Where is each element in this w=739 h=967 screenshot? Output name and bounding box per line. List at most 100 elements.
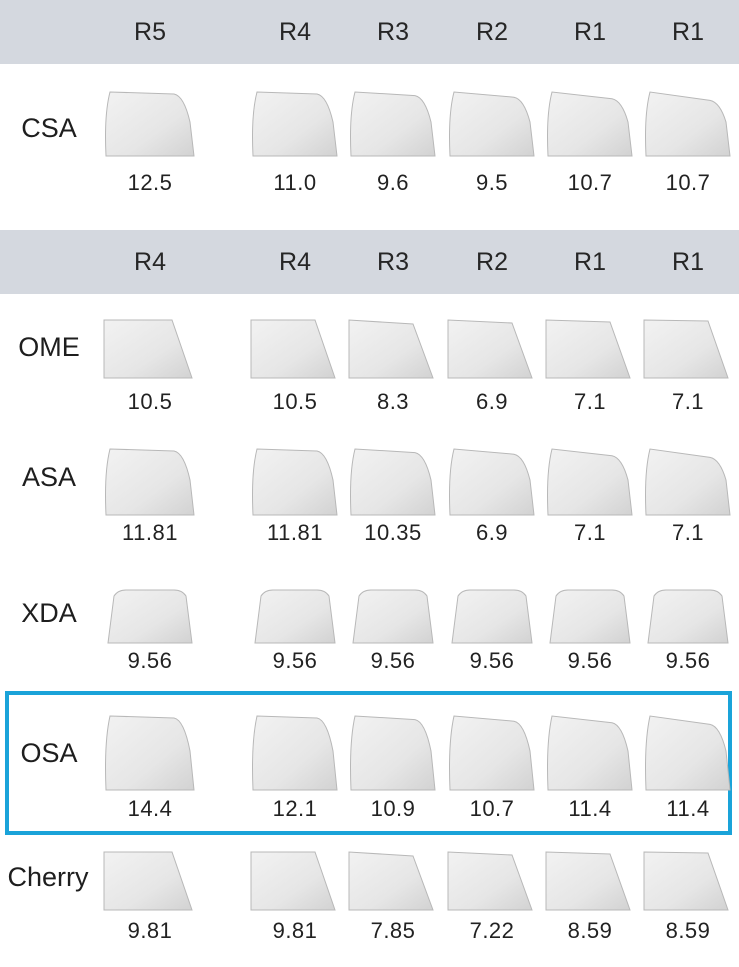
keycap-height-value: 9.56 (665, 648, 711, 673)
keycap-image (100, 316, 200, 379)
keycap-image (442, 588, 542, 644)
keycap-image (638, 316, 738, 379)
keycap-image (442, 88, 542, 157)
keycap-image (638, 88, 738, 157)
keycap-shape (252, 715, 338, 791)
keycap-shape (254, 589, 336, 644)
keycap-height-value: 9.56 (567, 648, 613, 673)
keycap-image (245, 712, 345, 791)
keycap-image (638, 712, 738, 791)
keycap-height-value: 8.3 (376, 389, 410, 414)
keycap-height-value: 10.5 (127, 389, 173, 414)
keycap-shape (252, 448, 338, 516)
row-header-1: R4 (134, 247, 166, 276)
keycap-height-value: 9.56 (127, 648, 173, 673)
row-header-1: R5 (134, 17, 166, 46)
row-header-2: R4 (279, 247, 311, 276)
row-header-5: R1 (574, 17, 606, 46)
keycap-height-value: 14.4 (127, 796, 173, 821)
keycap-image (540, 588, 640, 644)
keycap-outline (447, 851, 533, 911)
header-band-top: R5 R4 R3 R2 R1 R1 (0, 0, 739, 64)
keycap-outline (350, 715, 436, 791)
keycap-height-value: 11.81 (267, 520, 323, 545)
keycap-height-value: 9.56 (370, 648, 416, 673)
keycap-outline (103, 319, 193, 379)
profile-label-xda: XDA (21, 598, 77, 628)
keycap-shape (350, 448, 436, 516)
keycap-height-value: 11.0 (273, 170, 317, 195)
keycap-shape (645, 715, 731, 791)
keycap-image (100, 588, 200, 644)
keycap-outline (549, 589, 631, 644)
keycap-outline (449, 91, 535, 157)
keycap-image (540, 316, 640, 379)
keycap-shape (103, 319, 193, 379)
keycap-outline (645, 448, 731, 516)
keycap-outline (647, 589, 729, 644)
keycap-outline (350, 448, 436, 516)
keycap-shape (447, 319, 533, 379)
keycap-image (343, 445, 443, 516)
keycap-image (638, 588, 738, 644)
header-band-middle: R4 R4 R3 R2 R1 R1 (0, 230, 739, 294)
keycap-image (343, 88, 443, 157)
keycap-shape (547, 715, 633, 791)
keycap-height-value: 9.56 (272, 648, 318, 673)
keycap-shape (549, 589, 631, 644)
keycap-shape (447, 851, 533, 911)
keycap-outline (252, 715, 338, 791)
keycap-image (343, 848, 443, 911)
keycap-outline (645, 715, 731, 791)
keycap-shape (545, 851, 631, 911)
keycap-outline (107, 589, 193, 644)
keycap-height-value: 7.85 (370, 918, 416, 943)
keycap-shape (252, 91, 338, 157)
keycap-image (343, 588, 443, 644)
keycap-image (442, 445, 542, 516)
keycap-image (245, 588, 345, 644)
keycap-image (100, 712, 200, 791)
keycap-outline (105, 91, 195, 157)
keycap-height-value: 7.1 (671, 389, 705, 414)
keycap-image (442, 712, 542, 791)
keycap-outline (105, 448, 195, 516)
keycap-outline (449, 448, 535, 516)
keycap-height-value: 12.5 (127, 170, 173, 195)
keycap-image (100, 848, 200, 911)
keycap-outline (350, 91, 436, 157)
keycap-outline (545, 851, 631, 911)
row-header-6: R1 (672, 247, 704, 276)
keycap-height-value: 10.9 (370, 796, 416, 821)
keycap-outline (103, 851, 193, 911)
keycap-image (245, 445, 345, 516)
keycap-outline (254, 589, 336, 644)
osa-highlight-box (5, 691, 732, 835)
keycap-shape (647, 589, 729, 644)
keycap-image (540, 848, 640, 911)
keycap-height-value: 7.1 (573, 520, 607, 545)
keycap-shape (348, 851, 434, 911)
keycap-shape (645, 91, 731, 157)
keycap-height-value: 11.4 (666, 796, 710, 821)
profile-label-csa: CSA (21, 113, 77, 143)
keycap-image (100, 88, 200, 157)
keycap-height-value: 10.35 (364, 520, 422, 545)
row-header-4: R2 (476, 247, 508, 276)
profile-label-osa: OSA (20, 738, 78, 768)
keycap-image (245, 316, 345, 379)
keycap-height-value: 7.22 (469, 918, 515, 943)
keycap-outline (643, 851, 729, 911)
keycap-height-value: 7.1 (671, 520, 705, 545)
keycap-outline (545, 319, 631, 379)
keycap-shape (103, 851, 193, 911)
keycap-shape (449, 448, 535, 516)
keycap-outline (352, 589, 434, 644)
keycap-shape (352, 589, 434, 644)
keycap-shape (643, 851, 729, 911)
keycap-shape (348, 319, 434, 379)
keycap-shape (350, 91, 436, 157)
keycap-height-value: 9.81 (127, 918, 173, 943)
keycap-height-value: 9.6 (376, 170, 410, 195)
profile-label-cherry: Cherry (7, 862, 89, 892)
